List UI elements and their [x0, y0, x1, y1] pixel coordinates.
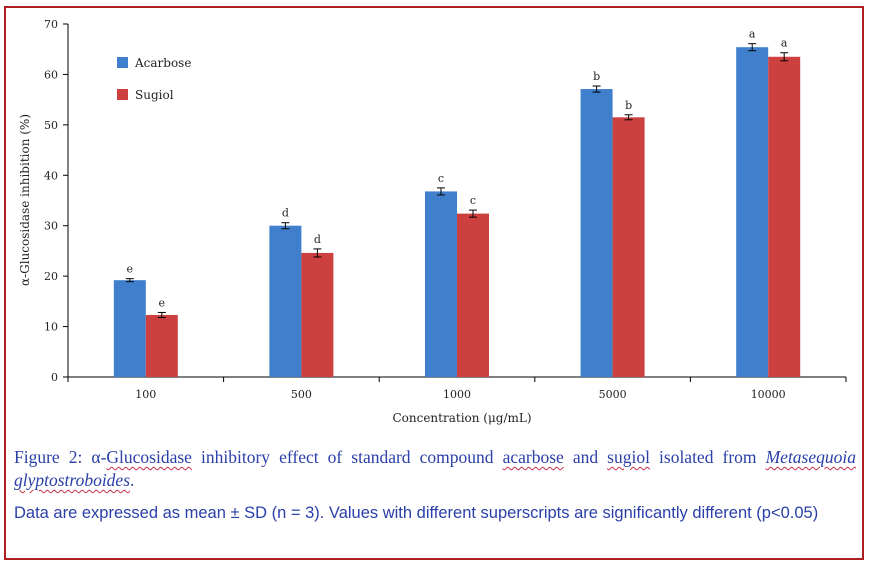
x-axis-label: Concentration (μg/mL): [392, 411, 531, 425]
significance-label: a: [749, 28, 756, 41]
bar: [145, 314, 178, 377]
figure-frame: [4, 6, 864, 560]
bar: [113, 280, 146, 377]
significance-label: d: [314, 233, 321, 246]
caption-sugiol: sugiol: [607, 447, 650, 467]
significance-label: d: [282, 207, 289, 220]
data-note: Data are expressed as mean ± SD (n = 3).…: [14, 504, 819, 522]
y-tick-label: 30: [44, 220, 58, 233]
bar: [736, 47, 769, 377]
bar: [425, 191, 457, 377]
chart-axes: 0 10 20 30 40 50 60 70 100 500 1000 5000 10000: [44, 18, 847, 401]
caption-text-3: and: [563, 447, 608, 467]
bar: [612, 117, 645, 378]
legend-label: Sugiol: [135, 88, 174, 102]
x-tick-label: 100: [135, 388, 156, 401]
x-tick-label: 1000: [443, 388, 471, 401]
legend-label: Acarbose: [134, 56, 191, 70]
chart-bars: e d c b a e d c b a: [113, 28, 801, 378]
significance-label: e: [127, 263, 134, 276]
bar: [301, 252, 334, 377]
significance-label: a: [781, 37, 788, 50]
legend-swatch: [117, 89, 128, 100]
significance-label: c: [470, 194, 476, 207]
y-tick-label: 70: [44, 18, 58, 31]
significance-label: c: [438, 172, 444, 185]
y-tick-label: 20: [44, 270, 58, 283]
caption-prefix: Figure 2: α-: [14, 447, 107, 467]
caption-acarbose: acarbose: [502, 447, 564, 467]
significance-label: e: [159, 296, 166, 309]
caption-text-4: isolated from: [649, 447, 766, 467]
caption-species: glyptostroboides: [14, 470, 131, 490]
y-tick-label: 50: [44, 119, 58, 132]
legend-swatch: [117, 57, 128, 68]
caption-glucosidase: Glucosidase: [106, 447, 192, 467]
bar-chart: 0 10 20 30 40 50 60 70 100 500 1000 5000 10000 e d c b a…: [18, 18, 847, 425]
bar: [580, 89, 613, 377]
y-axis-label: α-Glucosidase inhibition (%): [18, 114, 32, 286]
x-tick-label: 5000: [599, 388, 627, 401]
chart-legend: Acarbose Sugiol: [117, 56, 191, 102]
y-tick-label: 10: [44, 321, 58, 334]
bar: [457, 213, 489, 377]
significance-label: b: [593, 70, 600, 83]
significance-label: b: [625, 99, 632, 112]
x-tick-label: 500: [291, 388, 312, 401]
bar: [768, 56, 801, 378]
caption-text-2: inhibitory effect of standard compound: [191, 447, 503, 467]
caption-genus: Metasequoia: [765, 447, 856, 467]
figure-caption: Figure 2: α-Glucosidase inhibitory effec…: [14, 446, 856, 492]
bar: [269, 225, 302, 377]
x-tick-label: 10000: [751, 388, 786, 401]
caption-end: .: [130, 470, 135, 490]
y-tick-label: 60: [44, 68, 58, 81]
y-tick-label: 40: [44, 169, 58, 182]
y-tick-label: 0: [51, 371, 58, 384]
